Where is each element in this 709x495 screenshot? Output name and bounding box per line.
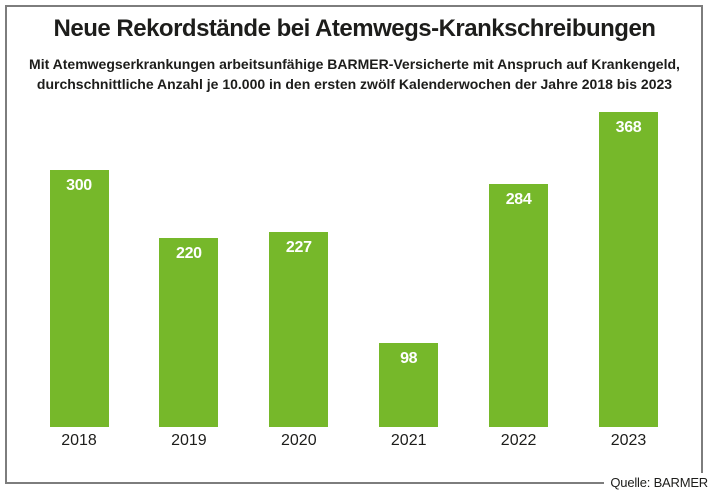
- x-axis-label-2021: 2021: [390, 432, 427, 449]
- bar-value-label: 227: [285, 239, 312, 256]
- chart-subtitle-line-2: durchschnittliche Anzahl je 10.000 in de…: [36, 76, 673, 92]
- bar-value-label: 98: [400, 350, 418, 367]
- bar-value-label: 220: [175, 245, 202, 262]
- source-label: Quelle: BARMER: [604, 473, 709, 493]
- chart-title: Neue Rekordstände bei Atemwegs-Krankschr…: [53, 15, 656, 42]
- x-axis-label-2020: 2020: [281, 432, 317, 449]
- x-axis-label-2019: 2019: [171, 432, 207, 449]
- chart-frame: [5, 5, 703, 484]
- bar-2020: 227: [269, 232, 329, 427]
- chart-subtitle: Mit Atemwegserkrankungen arbeitsunfähige…: [0, 54, 709, 94]
- bar-value-label: 300: [66, 177, 92, 194]
- bar-2023: 368: [599, 112, 658, 427]
- chart-subtitle-line-1: Mit Atemwegserkrankungen arbeitsunfähige…: [29, 56, 680, 72]
- bar-2019: 220: [159, 238, 219, 427]
- bar-2018: 300: [49, 170, 109, 427]
- bar-value-label: 284: [505, 191, 532, 208]
- x-axis-label-2022: 2022: [500, 432, 537, 449]
- x-axis-label-2023: 2023: [610, 432, 647, 449]
- bar-2021: 98: [379, 343, 439, 427]
- bar-2022: 284: [489, 184, 549, 427]
- x-axis-label-2018: 2018: [61, 432, 97, 449]
- bar-value-label: 368: [615, 119, 642, 136]
